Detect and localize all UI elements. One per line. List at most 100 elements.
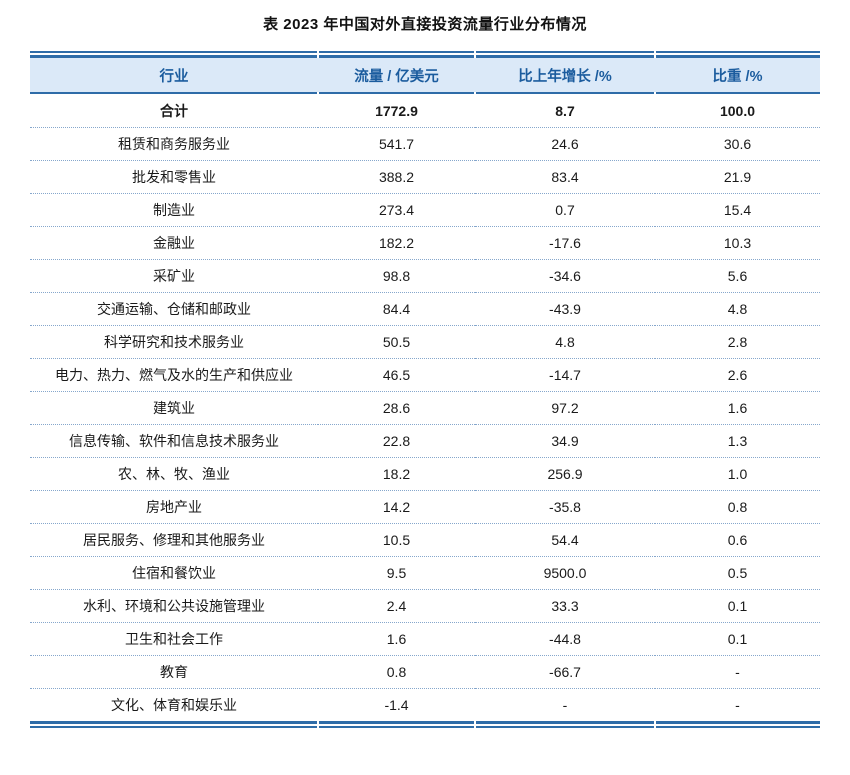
share-cell: 4.8 — [655, 292, 820, 325]
growth-cell: -17.6 — [475, 226, 655, 259]
industry-cell: 电力、热力、燃气及水的生产和供应业 — [30, 358, 318, 391]
industry-cell: 教育 — [30, 655, 318, 688]
growth-cell: 4.8 — [475, 325, 655, 358]
share-cell: 1.3 — [655, 424, 820, 457]
header-underline-segment — [475, 92, 655, 94]
share-cell: 0.5 — [655, 556, 820, 589]
flow-cell: 22.8 — [318, 424, 475, 457]
industry-cell: 批发和零售业 — [30, 160, 318, 193]
growth-cell: -34.6 — [475, 259, 655, 292]
top-border-segment — [655, 51, 820, 58]
share-cell: 1.0 — [655, 457, 820, 490]
table-row: 房地产业 14.2 -35.8 0.8 — [30, 490, 820, 523]
growth-cell: 0.7 — [475, 193, 655, 226]
data-table: 行业 流量 / 亿美元 比上年增长 /% 比重 /% 合计 1772.9 8.7… — [30, 51, 820, 728]
industry-cell: 金融业 — [30, 226, 318, 259]
flow-cell: 98.8 — [318, 259, 475, 292]
industry-cell: 居民服务、修理和其他服务业 — [30, 523, 318, 556]
table-top-border — [30, 51, 820, 58]
share-cell: 0.1 — [655, 622, 820, 655]
share-cell: 5.6 — [655, 259, 820, 292]
industry-cell: 房地产业 — [30, 490, 318, 523]
table-row: 制造业 273.4 0.7 15.4 — [30, 193, 820, 226]
table-row: 农、林、牧、渔业 18.2 256.9 1.0 — [30, 457, 820, 490]
industry-cell: 文化、体育和娱乐业 — [30, 688, 318, 721]
table-row: 采矿业 98.8 -34.6 5.6 — [30, 259, 820, 292]
table-row: 住宿和餐饮业 9.5 9500.0 0.5 — [30, 556, 820, 589]
flow-cell: 10.5 — [318, 523, 475, 556]
header-underline-segment — [318, 92, 475, 94]
flow-cell: 28.6 — [318, 391, 475, 424]
share-cell: 21.9 — [655, 160, 820, 193]
top-border-segment — [475, 51, 655, 58]
flow-cell: 14.2 — [318, 490, 475, 523]
bottom-border-segment — [655, 721, 820, 728]
share-cell: 2.6 — [655, 358, 820, 391]
growth-cell: -43.9 — [475, 292, 655, 325]
share-cell: 0.1 — [655, 589, 820, 622]
share-cell: 30.6 — [655, 127, 820, 160]
share-cell: - — [655, 688, 820, 721]
share-cell: 0.6 — [655, 523, 820, 556]
table-row: 卫生和社会工作 1.6 -44.8 0.1 — [30, 622, 820, 655]
table-row: 科学研究和技术服务业 50.5 4.8 2.8 — [30, 325, 820, 358]
flow-cell: 46.5 — [318, 358, 475, 391]
table-body: 行业 流量 / 亿美元 比上年增长 /% 比重 /% 合计 1772.9 8.7… — [30, 51, 820, 728]
share-cell: 0.8 — [655, 490, 820, 523]
industry-cell: 建筑业 — [30, 391, 318, 424]
industry-cell: 水利、环境和公共设施管理业 — [30, 589, 318, 622]
table-row: 文化、体育和娱乐业 -1.4 - - — [30, 688, 820, 721]
industry-cell: 采矿业 — [30, 259, 318, 292]
table-row: 建筑业 28.6 97.2 1.6 — [30, 391, 820, 424]
bottom-border-segment — [475, 721, 655, 728]
growth-cell: 97.2 — [475, 391, 655, 424]
flow-cell: -1.4 — [318, 688, 475, 721]
industry-cell: 卫生和社会工作 — [30, 622, 318, 655]
table-title: 表 2023 年中国对外直接投资流量行业分布情况 — [263, 16, 587, 33]
top-border-segment — [30, 51, 318, 58]
table-row: 居民服务、修理和其他服务业 10.5 54.4 0.6 — [30, 523, 820, 556]
flow-cell: 1.6 — [318, 622, 475, 655]
industry-cell: 住宿和餐饮业 — [30, 556, 318, 589]
growth-cell: 9500.0 — [475, 556, 655, 589]
table-row: 金融业 182.2 -17.6 10.3 — [30, 226, 820, 259]
table-row: 租赁和商务服务业 541.7 24.6 30.6 — [30, 127, 820, 160]
column-header-growth: 比上年增长 /% — [475, 58, 655, 92]
table-row: 教育 0.8 -66.7 - — [30, 655, 820, 688]
industry-cell: 信息传输、软件和信息技术服务业 — [30, 424, 318, 457]
share-cell: 2.8 — [655, 325, 820, 358]
share-cell: 1.6 — [655, 391, 820, 424]
table-header-row: 行业 流量 / 亿美元 比上年增长 /% 比重 /% — [30, 58, 820, 92]
industry-cell: 租赁和商务服务业 — [30, 127, 318, 160]
table-row: 批发和零售业 388.2 83.4 21.9 — [30, 160, 820, 193]
flow-cell: 0.8 — [318, 655, 475, 688]
table-bottom-border — [30, 721, 820, 728]
growth-cell: -14.7 — [475, 358, 655, 391]
header-underline-segment — [30, 92, 318, 94]
share-cell: - — [655, 655, 820, 688]
share-cell: 10.3 — [655, 226, 820, 259]
flow-cell: 182.2 — [318, 226, 475, 259]
header-underline-segment — [655, 92, 820, 94]
column-header-flow: 流量 / 亿美元 — [318, 58, 475, 92]
top-border-segment — [318, 51, 475, 58]
growth-cell: 83.4 — [475, 160, 655, 193]
industry-cell: 农、林、牧、渔业 — [30, 457, 318, 490]
growth-cell: -35.8 — [475, 490, 655, 523]
industry-cell: 制造业 — [30, 193, 318, 226]
growth-cell: 8.7 — [555, 102, 575, 119]
column-header-industry: 行业 — [30, 58, 318, 92]
share-cell: 15.4 — [655, 193, 820, 226]
flow-cell: 388.2 — [318, 160, 475, 193]
flow-cell: 1772.9 — [375, 102, 418, 119]
growth-cell: 34.9 — [475, 424, 655, 457]
industry-cell: 科学研究和技术服务业 — [30, 325, 318, 358]
flow-cell: 84.4 — [318, 292, 475, 325]
share-cell: 100.0 — [719, 102, 756, 119]
growth-cell: -44.8 — [475, 622, 655, 655]
bottom-border-segment — [318, 721, 475, 728]
table-row: 交通运输、仓储和邮政业 84.4 -43.9 4.8 — [30, 292, 820, 325]
flow-cell: 273.4 — [318, 193, 475, 226]
flow-cell: 541.7 — [318, 127, 475, 160]
growth-cell: 33.3 — [475, 589, 655, 622]
